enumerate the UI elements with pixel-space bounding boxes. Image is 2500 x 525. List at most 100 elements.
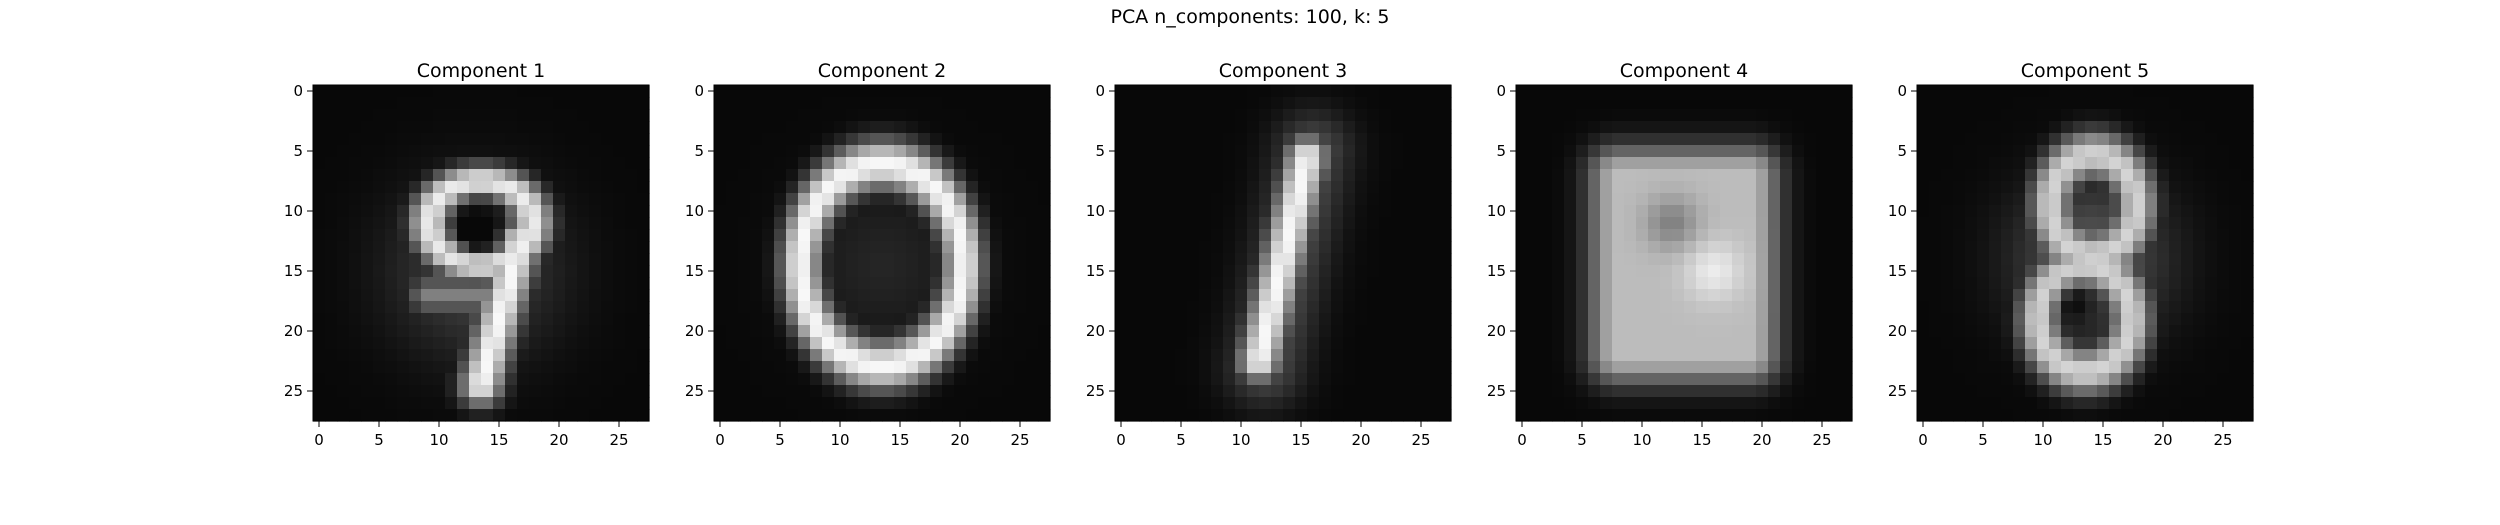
pixel-cell bbox=[2109, 169, 2122, 182]
pixel-cell bbox=[625, 97, 638, 110]
pixel-cell bbox=[2217, 121, 2230, 134]
pixel-cell bbox=[2001, 217, 2014, 230]
pixel-cell bbox=[589, 385, 602, 398]
pixel-cell bbox=[613, 301, 626, 314]
pixel-cell bbox=[445, 349, 458, 362]
pixel-cell bbox=[1917, 97, 1930, 110]
pixel-cell bbox=[2121, 397, 2134, 410]
pixel-cell bbox=[1223, 325, 1236, 338]
pixel-cell bbox=[445, 229, 458, 242]
pixel-cell bbox=[577, 289, 590, 302]
pixel-cell bbox=[750, 97, 763, 110]
pixel-cell bbox=[906, 121, 919, 134]
pixel-cell bbox=[1600, 157, 1613, 170]
pixel-cell bbox=[2241, 409, 2254, 422]
pixel-cell bbox=[1684, 313, 1697, 326]
y-tick-label: 20 bbox=[1086, 322, 1105, 340]
pixel-cell bbox=[2061, 373, 2074, 386]
pixel-cell bbox=[2169, 205, 2182, 218]
pixel-cell bbox=[1672, 109, 1685, 122]
pixel-cell bbox=[1151, 301, 1164, 314]
pixel-cell bbox=[1780, 217, 1793, 230]
pixel-cell bbox=[613, 157, 626, 170]
pixel-cell bbox=[2037, 409, 2050, 422]
pixel-cell bbox=[1295, 301, 1308, 314]
pixel-cell bbox=[1516, 121, 1529, 134]
pixel-cell bbox=[750, 169, 763, 182]
pixel-cell bbox=[1636, 301, 1649, 314]
pixel-cell bbox=[2085, 193, 2098, 206]
pixel-cell bbox=[2013, 301, 2026, 314]
pixel-cell bbox=[1175, 133, 1188, 146]
pixel-cell bbox=[481, 121, 494, 134]
pixel-cell bbox=[930, 205, 943, 218]
pixel-cell bbox=[2001, 133, 2014, 146]
pixel-cell bbox=[1211, 397, 1224, 410]
pixel-cell bbox=[990, 205, 1003, 218]
pixel-cell bbox=[966, 205, 979, 218]
pixel-cell bbox=[846, 385, 859, 398]
pixel-cell bbox=[2073, 145, 2086, 158]
pixel-cell bbox=[1929, 133, 1942, 146]
pixel-cell bbox=[2145, 289, 2158, 302]
pixel-cell bbox=[1343, 373, 1356, 386]
pixel-cell bbox=[2121, 409, 2134, 422]
pixel-cell bbox=[954, 349, 967, 362]
pixel-cell bbox=[337, 241, 350, 254]
pixel-cell bbox=[2121, 97, 2134, 110]
pixel-cell bbox=[1026, 217, 1039, 230]
pixel-cell bbox=[1151, 277, 1164, 290]
pixel-cell bbox=[2181, 145, 2194, 158]
pixel-cell bbox=[1756, 109, 1769, 122]
pixel-cell bbox=[918, 169, 931, 182]
pixel-cell bbox=[2205, 133, 2218, 146]
pixel-cell bbox=[2025, 289, 2038, 302]
pixel-cell bbox=[1684, 85, 1697, 98]
pixel-cell bbox=[1403, 277, 1416, 290]
pixel-cell bbox=[1648, 229, 1661, 242]
pixel-cell bbox=[1026, 301, 1039, 314]
pixel-cell bbox=[1576, 277, 1589, 290]
pixel-cell bbox=[1026, 397, 1039, 410]
pixel-cell bbox=[433, 265, 446, 278]
pixel-cell bbox=[1720, 313, 1733, 326]
pixel-cell bbox=[1756, 169, 1769, 182]
pixel-cell bbox=[1708, 337, 1721, 350]
pixel-cell bbox=[1199, 277, 1212, 290]
pixel-cell bbox=[2145, 169, 2158, 182]
pixel-cell bbox=[1343, 205, 1356, 218]
pixel-cell bbox=[1199, 85, 1212, 98]
pixel-cell bbox=[445, 289, 458, 302]
pixel-cell bbox=[822, 133, 835, 146]
pixel-cell bbox=[397, 325, 410, 338]
pixel-cell bbox=[1391, 133, 1404, 146]
pixel-cell bbox=[493, 385, 506, 398]
pixel-cell bbox=[337, 409, 350, 422]
pixel-cell bbox=[2205, 157, 2218, 170]
pixel-cell bbox=[325, 289, 338, 302]
pixel-cell bbox=[1696, 289, 1709, 302]
pixel-cell bbox=[1223, 301, 1236, 314]
y-tick-label: 10 bbox=[1487, 202, 1506, 220]
pixel-cell bbox=[990, 301, 1003, 314]
pixel-cell bbox=[577, 133, 590, 146]
pixel-cell bbox=[822, 301, 835, 314]
pixel-cell bbox=[798, 337, 811, 350]
pixel-cell bbox=[469, 301, 482, 314]
pixel-cell bbox=[786, 145, 799, 158]
pixel-cell bbox=[1684, 253, 1697, 266]
pixel-cell bbox=[601, 325, 614, 338]
pixel-cell bbox=[1139, 361, 1152, 374]
pixel-cell bbox=[1917, 253, 1930, 266]
pixel-cell bbox=[1780, 301, 1793, 314]
pixel-cell bbox=[1343, 397, 1356, 410]
pixel-cell bbox=[1660, 277, 1673, 290]
pixel-cell bbox=[565, 97, 578, 110]
pixel-cell bbox=[1552, 253, 1565, 266]
pixel-cell bbox=[529, 133, 542, 146]
pixel-cell bbox=[637, 277, 650, 290]
pixel-cell bbox=[445, 205, 458, 218]
pixel-cell bbox=[433, 145, 446, 158]
pixel-cell bbox=[1732, 385, 1745, 398]
pixel-cell bbox=[942, 277, 955, 290]
